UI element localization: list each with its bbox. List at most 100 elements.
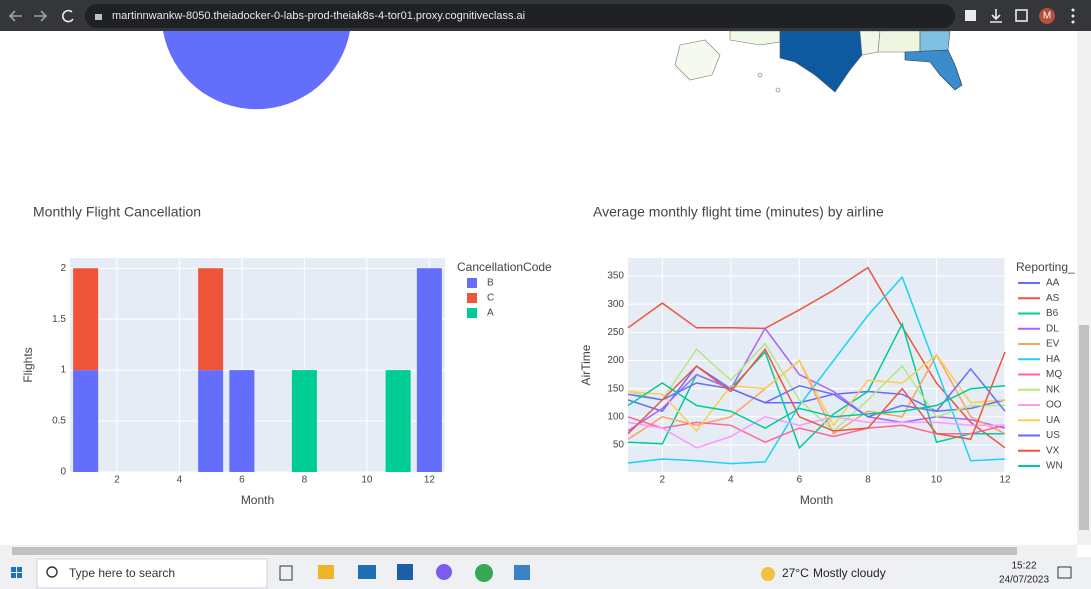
download-icon[interactable] — [990, 9, 1002, 23]
legend-title: Reporting_ — [1016, 260, 1075, 274]
forward-button[interactable] — [34, 10, 48, 22]
search-placeholder: Type here to search — [69, 566, 175, 580]
chart-title: Monthly Flight Cancellation — [33, 204, 201, 220]
legend-label: US — [1046, 430, 1060, 441]
legend-label: MQ — [1046, 369, 1062, 380]
x-axis-label: Month — [241, 493, 274, 507]
y-tick-label: 0 — [60, 467, 66, 478]
avatar-letter: M — [1043, 11, 1051, 22]
chart: Average monthly flight time (minutes) by… — [579, 204, 1075, 507]
pie-slice-cropped — [163, 31, 350, 110]
back-button[interactable] — [8, 10, 22, 22]
legend-label: HA — [1046, 354, 1060, 365]
line-series — [627, 367, 1006, 418]
legend-label: UA — [1046, 415, 1060, 426]
scroll-thumb[interactable] — [1079, 325, 1089, 530]
y-tick-label: 1.5 — [52, 314, 66, 325]
map-cropped — [674, 30, 963, 93]
clock-date: 24/07/2023 — [999, 575, 1049, 586]
y-axis-label: AirTime — [579, 344, 593, 385]
search-box[interactable] — [36, 558, 268, 589]
bar-segment — [416, 268, 442, 472]
map-region — [674, 39, 721, 81]
taskbar-apps[interactable] — [279, 564, 530, 582]
map-region — [877, 30, 921, 53]
legend-label: DL — [1046, 323, 1059, 334]
line-series — [627, 416, 1006, 444]
bar-segment — [229, 370, 255, 472]
line-series — [627, 275, 1006, 465]
plot-background — [70, 258, 445, 472]
x-tick-label: 10 — [361, 475, 373, 486]
legend-label: NK — [1046, 384, 1060, 395]
legend-swatch — [467, 278, 477, 288]
line-series — [627, 347, 1006, 441]
x-tick-label: 2 — [114, 475, 120, 486]
map-region — [859, 30, 881, 56]
legend-label: OO — [1046, 400, 1062, 411]
bar-segment — [385, 370, 411, 472]
avatar[interactable] — [1039, 8, 1055, 24]
legend-label: AS — [1046, 293, 1060, 304]
legend-label: EV — [1046, 339, 1060, 350]
x-tick-label: 10 — [931, 475, 943, 486]
legend-swatch — [467, 293, 477, 303]
legend-label: B — [487, 278, 494, 289]
line-series — [627, 415, 1005, 449]
lock-icon — [95, 14, 102, 20]
chart: Monthly Flight Cancellation 0 0.5 1 1.5 2 2 4 6 8… — [21, 204, 552, 507]
start-button[interactable] — [11, 567, 22, 578]
legend-label: A — [487, 308, 494, 319]
y-tick-label: 0.5 — [52, 416, 66, 427]
sidepanel-icon[interactable] — [1015, 9, 1028, 22]
url: martinnwankw-8050.theiadocker-0-labs-pro… — [112, 10, 525, 22]
legend-title: CancellationCode — [457, 260, 552, 274]
y-tick-label: 2 — [60, 263, 66, 274]
map-region — [775, 87, 781, 93]
y-tick-label: 250 — [607, 327, 624, 338]
bar-segment — [73, 370, 99, 472]
address-bar[interactable] — [85, 4, 955, 28]
app-icon[interactable] — [436, 564, 452, 580]
x-tick-label: 12 — [999, 475, 1011, 486]
menu-icon[interactable] — [1071, 8, 1075, 24]
legend-swatch — [467, 308, 477, 318]
line-series — [627, 342, 1005, 432]
extension-icon[interactable] — [965, 10, 976, 21]
map-region — [757, 72, 763, 78]
x-tick-label: 8 — [865, 475, 871, 486]
mail-icon[interactable] — [358, 565, 376, 579]
legend-label: AA — [1046, 278, 1060, 289]
x-tick-label: 4 — [728, 475, 734, 486]
line-series — [627, 266, 1006, 449]
reload-button[interactable] — [62, 9, 74, 23]
x-tick-label: 12 — [424, 475, 436, 486]
chrome-icon[interactable] — [475, 564, 493, 582]
legend-label: WN — [1046, 461, 1063, 472]
legend-label: C — [487, 293, 494, 304]
scroll-thumb[interactable] — [12, 547, 1017, 555]
task-view[interactable] — [279, 565, 293, 581]
temperature: 27°C — [782, 566, 809, 580]
y-tick-label: 200 — [607, 355, 624, 366]
x-tick-label: 6 — [797, 475, 803, 486]
map-region — [919, 30, 951, 53]
bar-segment — [198, 370, 224, 472]
explorer-icon[interactable] — [318, 565, 334, 579]
bar-segment — [73, 268, 99, 371]
x-tick-label: 6 — [239, 475, 245, 486]
weather-text: Mostly cloudy — [813, 566, 886, 580]
app-icon[interactable] — [514, 565, 530, 580]
y-tick-label: 100 — [607, 411, 624, 422]
x-axis-label: Month — [800, 493, 833, 507]
legend-label: VX — [1046, 445, 1060, 456]
notifications[interactable] — [1057, 566, 1072, 579]
y-tick-label: 150 — [607, 383, 624, 394]
x-tick-label: 4 — [177, 475, 183, 486]
y-tick-label: 1 — [60, 365, 66, 376]
search-icon — [46, 566, 58, 578]
line-series — [627, 382, 1006, 429]
store-icon[interactable] — [397, 564, 413, 580]
chart-title: Average monthly flight time (minutes) by… — [593, 204, 884, 220]
line-series — [627, 353, 1006, 433]
